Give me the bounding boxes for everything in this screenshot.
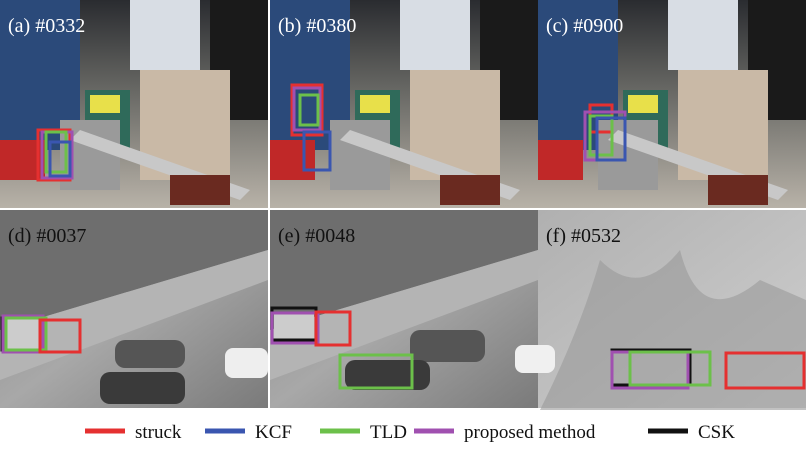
legend-label: TLD [370,422,407,443]
legend-label: CSK [698,422,735,443]
panel-label: (b) #0380 [278,15,356,37]
figure: (a) #0332 (b) #0380 (c) #0900 (d) #0037 (e) … [0,0,806,445]
panel-label: (d) #0037 [8,225,86,247]
panel-label: (f) #0532 [546,225,621,247]
panel-label: (a) #0332 [8,15,85,37]
legend-label: proposed method [464,422,596,443]
panel-label: (c) #0900 [546,15,623,37]
legend: struck KCF TLD proposed method CSK [85,422,735,443]
panel-label: (e) #0048 [278,225,355,247]
legend-label: struck [135,422,182,443]
legend-label: KCF [255,422,292,443]
